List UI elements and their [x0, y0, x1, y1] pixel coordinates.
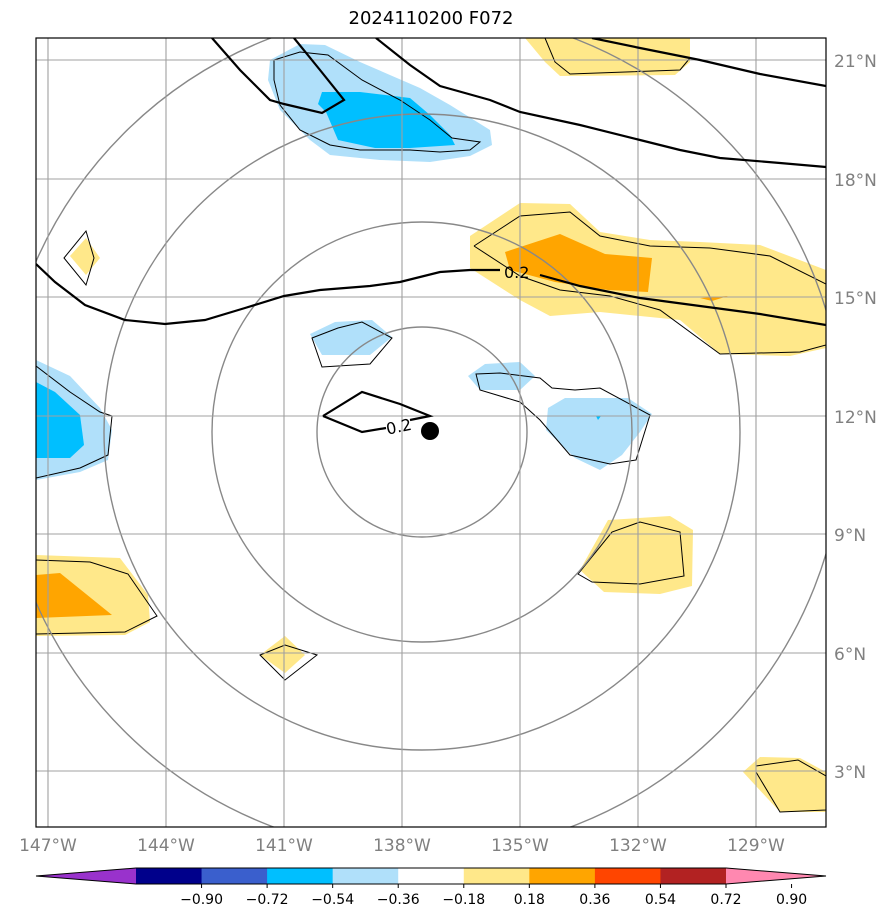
positive-region: [580, 516, 693, 594]
longitude-labels: 147°W 144°W 141°W 138°W 135°W 132°W 129°…: [19, 836, 785, 856]
colorbar-swatch: [201, 868, 268, 884]
colorbar-tick-label: 0.36: [579, 892, 610, 908]
strong-positive-region: [505, 234, 652, 292]
lat-label: 18°N: [834, 171, 877, 191]
lon-label: 135°W: [491, 836, 549, 856]
colorbar-tick-label: −0.18: [442, 892, 485, 908]
colorbar-swatch: [463, 868, 530, 884]
lat-label: 21°N: [834, 52, 877, 72]
colorbar-swatch: [529, 868, 596, 884]
map-frame: [35, 37, 827, 828]
colorbar-tick-label: −0.90: [180, 892, 223, 908]
lat-label: 9°N: [834, 526, 866, 546]
colorbar-tick-label: 0.90: [776, 892, 807, 908]
colorbar-swatch: [594, 868, 661, 884]
colorbar-tick-label: −0.54: [311, 892, 354, 908]
lat-label: 3°N: [834, 763, 866, 783]
colorbar-swatch: [267, 868, 334, 884]
contour-label: 0.2: [504, 263, 529, 282]
negative-region: [310, 320, 392, 355]
lat-label: 6°N: [834, 645, 866, 665]
range-rings: [36, 38, 826, 827]
map-area: 0.2 0.2: [36, 38, 826, 827]
strong-negative-region: [318, 92, 455, 148]
thin-contours: [36, 38, 826, 813]
lat-label: 12°N: [834, 408, 877, 428]
colorbar-swatch: [398, 868, 465, 884]
storm-center-marker: [421, 422, 439, 440]
lon-label: 144°W: [137, 836, 195, 856]
colorbar-swatch: [332, 868, 399, 884]
negative-region: [468, 362, 535, 390]
colorbar-tick-label: 0.72: [710, 892, 741, 908]
colorbar-low-extension: [36, 868, 136, 884]
lon-label: 141°W: [255, 836, 313, 856]
graticule: [36, 38, 826, 827]
lon-label: 147°W: [19, 836, 77, 856]
colorbar-swatch: [136, 868, 203, 884]
contour-label: 0.2: [384, 415, 413, 439]
colorbar-tick-label: −0.36: [377, 892, 420, 908]
thick-contours: [36, 38, 826, 434]
colorbar-tick-label: −0.72: [246, 892, 289, 908]
colorbar-tick-label: 0.18: [514, 892, 545, 908]
colorbar-outline: [35, 867, 827, 885]
lon-label: 132°W: [609, 836, 667, 856]
strong-negative-region: [596, 416, 601, 420]
colorbar-swatch: [660, 868, 727, 884]
map-title: 2024110200 F072: [348, 8, 514, 29]
colorbar: −0.90 −0.72 −0.54 −0.36 −0.18 0.18 0.36 0.54 0.7…: [35, 867, 827, 908]
colorbar-high-extension: [726, 868, 826, 884]
lon-label: 129°W: [727, 836, 785, 856]
colorbar-tick-label: 0.54: [645, 892, 676, 908]
strong-positive-region: [36, 573, 112, 618]
positive-region: [70, 238, 100, 275]
positive-region: [525, 38, 690, 76]
lat-label: 15°N: [834, 289, 877, 309]
lon-label: 138°W: [373, 836, 431, 856]
positive-region: [260, 636, 305, 673]
latitude-labels: 21°N 18°N 15°N 12°N 9°N 6°N 3°N: [834, 52, 877, 783]
